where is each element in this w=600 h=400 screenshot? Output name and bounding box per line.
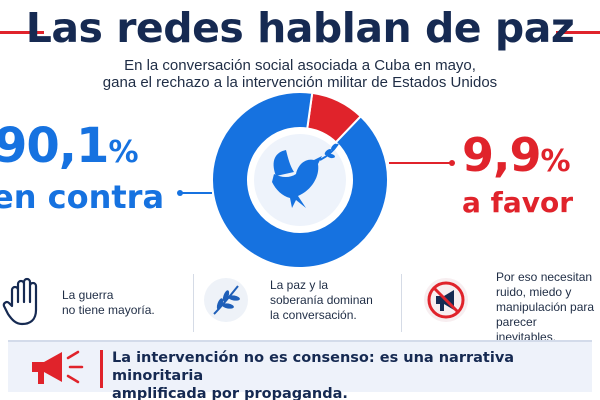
title-line-left — [0, 31, 44, 34]
no-megaphone-icon — [424, 278, 468, 322]
info-propaganda-line-3: manipulación para — [496, 300, 595, 314]
info-propaganda-line-2: ruido, miedo y — [496, 285, 572, 299]
value-a-favor-number: 9,9 — [462, 128, 541, 182]
leader-dot-left — [177, 190, 183, 196]
subtitle: En la conversación social asociada a Cub… — [60, 57, 540, 91]
info-separator-2 — [401, 274, 402, 332]
dove-icon — [272, 143, 339, 208]
megaphone-icon — [32, 350, 84, 384]
label-a-favor: a favor — [462, 186, 574, 219]
info-propaganda-line-1: Por eso necesitan — [496, 270, 593, 284]
banner-line-1: La intervención no es consenso: es una n… — [112, 350, 515, 384]
info-paz-line-1: La paz y la — [270, 278, 329, 292]
title-line-right — [556, 31, 600, 34]
banner-line-2: amplificada por propaganda. — [112, 386, 348, 400]
banner-message: La intervención no es consenso: es una n… — [112, 349, 588, 400]
info-paz-line-2: soberanía dominan — [270, 293, 373, 307]
raised-hand-icon — [2, 277, 38, 326]
donut-chart — [177, 91, 455, 268]
subtitle-line-1: En la conversación social asociada a Cub… — [124, 57, 476, 74]
banner-accent-bar — [100, 350, 103, 388]
bottom-banner: La intervención no es consenso: es una n… — [8, 340, 592, 400]
title-row: Las redes hablan de paz — [0, 4, 600, 54]
value-a-favor-unit: % — [540, 144, 571, 179]
olive-branch-icon — [204, 278, 248, 322]
value-en-contra-number: 90,1 — [0, 118, 109, 174]
leader-dot-right — [449, 160, 455, 166]
info-item-paz: La paz y la soberanía dominan la convers… — [200, 268, 400, 338]
info-row: La guerra no tiene mayoría. La paz y la … — [0, 268, 600, 344]
value-en-contra: 90,1% — [0, 118, 139, 174]
value-en-contra-unit: % — [108, 135, 139, 170]
info-guerra-line-2: no tiene mayoría. — [62, 303, 155, 317]
label-en-contra: en contra — [0, 178, 165, 216]
page-title: Las redes hablan de paz — [25, 4, 575, 52]
slice-en-contra — [211, 91, 389, 268]
info-item-propaganda: Por eso necesitan ruido, miedo y manipul… — [408, 268, 600, 344]
donut-slices — [211, 91, 389, 268]
subtitle-line-2: gana el rechazo a la intervención milita… — [102, 74, 498, 91]
value-a-favor: 9,9% — [462, 128, 571, 182]
info-separator-1 — [193, 274, 194, 332]
info-paz-line-3: la conversación. — [270, 308, 357, 322]
info-guerra-line-1: La guerra — [62, 288, 114, 302]
info-item-guerra: La guerra no tiene mayoría. — [0, 268, 195, 338]
